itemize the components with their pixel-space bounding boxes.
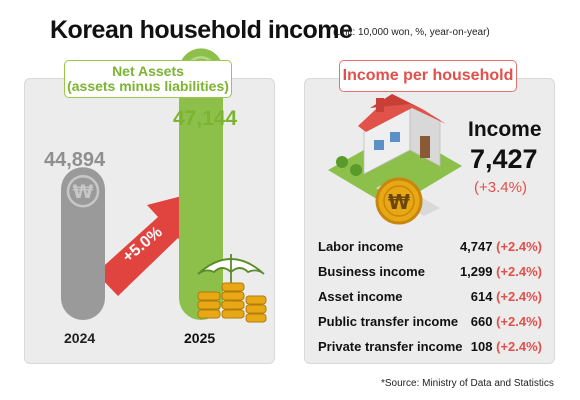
coin-stack-icon	[197, 291, 221, 301]
breakdown-value: 660	[470, 314, 493, 329]
breakdown-value: 108	[470, 339, 493, 354]
x-tick-label-2024: 2024	[64, 330, 96, 346]
x-tick-label-2025: 2025	[184, 330, 216, 346]
breakdown-row: Labor income 4,747 (+2.4%)	[318, 236, 542, 261]
door-shape	[420, 136, 430, 158]
coin-stack-icon	[197, 309, 221, 319]
coin-stack-icon	[197, 300, 221, 310]
bar-won-symbol: ₩	[73, 181, 94, 203]
window-shape	[374, 140, 384, 150]
bush-shape	[336, 156, 348, 168]
window-shape	[390, 132, 400, 142]
bar-value-label-2024: 44,894	[44, 149, 106, 171]
breakdown-label: Business income	[318, 264, 425, 279]
bar-won-icon	[66, 174, 100, 208]
won-coin-inner	[383, 185, 415, 217]
coin-stack-icon	[245, 295, 267, 305]
page-title: Korean household income	[50, 16, 353, 44]
coin-stack-icon	[245, 313, 267, 323]
bar-2024	[61, 167, 105, 320]
breakdown-row: Business income 1,299 (+2.4%)	[318, 261, 542, 286]
bar-value-label-2025: 47,144	[173, 107, 238, 130]
breakdown-label: Private transfer income	[318, 339, 463, 354]
income-value: 7,427	[470, 144, 538, 174]
net-assets-title: Net Assets	[112, 63, 184, 79]
income-label: Income	[468, 118, 542, 141]
breakdown-change: (+2.4%)	[496, 239, 542, 254]
breakdown-row: Private transfer income 108 (+2.4%)	[318, 336, 542, 361]
chimney-shape	[376, 98, 384, 112]
bar-2025	[179, 48, 223, 321]
breakdown-label: Labor income	[318, 239, 404, 254]
coin-stack-icon	[221, 291, 245, 301]
money-umbrella-illustration	[197, 254, 267, 323]
coin-stack-icon	[245, 304, 267, 314]
breakdown-label: Public transfer income	[318, 314, 459, 329]
income-breakdown-list: Labor income 4,747 (+2.4%) Business inco…	[318, 236, 542, 361]
net-assets-subtitle: (assets minus liabilities)	[67, 78, 229, 94]
breakdown-change: (+2.4%)	[496, 289, 542, 304]
breakdown-change: (+2.4%)	[496, 314, 542, 329]
net-assets-tag: Net Assets (assets minus liabilities)	[64, 60, 232, 98]
bush-shape	[350, 164, 362, 176]
breakdown-value: 614	[470, 289, 493, 304]
coin-stack-icon	[221, 282, 245, 292]
income-tag: Income per household	[339, 60, 517, 92]
coin-stack-icon	[221, 309, 245, 319]
breakdown-row: Public transfer income 660 (+2.4%)	[318, 311, 542, 336]
unit-note: (unit: 10,000 won, %, year-on-year)	[333, 27, 490, 38]
house-roof	[358, 94, 446, 132]
coin-stack-icon	[221, 300, 245, 310]
breakdown-value: 4,747	[459, 239, 493, 254]
growth-arrow-shape	[96, 190, 205, 296]
breakdown-label: Asset income	[318, 289, 403, 304]
won-coin-symbol: ₩	[388, 190, 410, 214]
breakdown-change: (+2.4%)	[496, 339, 542, 354]
breakdown-row: Asset income 614 (+2.4%)	[318, 286, 542, 311]
breakdown-change: (+2.4%)	[496, 264, 542, 279]
income-change: (+3.4%)	[474, 179, 527, 196]
source-note: *Source: Ministry of Data and Statistics	[381, 378, 554, 389]
house-illustration: ₩	[328, 94, 462, 225]
breakdown-value: 1,299	[459, 264, 493, 279]
